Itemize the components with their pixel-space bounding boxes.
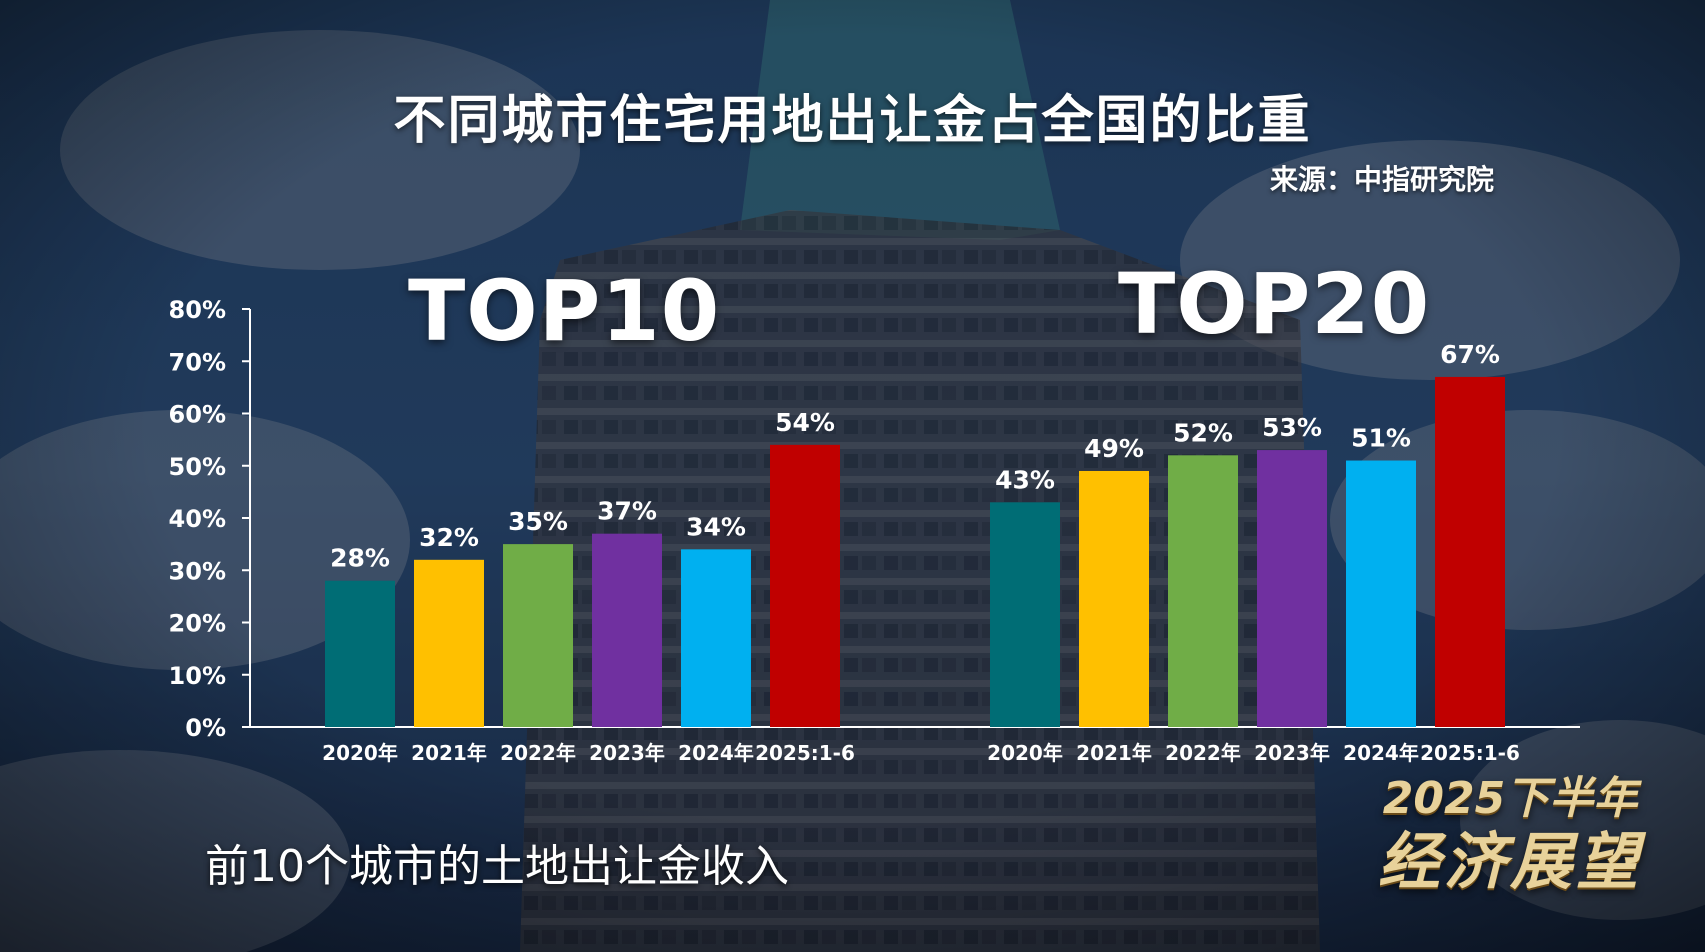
top20-bars: 43% 2020年 49% 2021年 52% 2022年 53% 2023年 51% 2024年…: [987, 340, 1520, 765]
y-tick-label: 80%: [169, 296, 226, 324]
y-tick-label: 30%: [169, 557, 226, 585]
chart-marks: 28% 2020年 32% 2021年 35% 2022年 37% 2023年 34% 2024年…: [322, 340, 1520, 765]
bar: [1079, 470, 1149, 727]
x-tick-label: 2021年: [411, 741, 487, 765]
x-tick-label: 2020年: [322, 741, 398, 765]
x-tick-label: 2023年: [1254, 741, 1330, 765]
bar: [770, 444, 840, 727]
y-tick-label: 0%: [185, 714, 226, 742]
x-tick-label: 2021年: [1076, 741, 1152, 765]
bar-value-label: 37%: [597, 497, 657, 526]
bar: [681, 549, 751, 727]
bar-value-label: 32%: [419, 523, 479, 552]
program-badge: 2025下半年 经济展望: [1360, 772, 1660, 898]
bar: [503, 544, 573, 727]
bar-value-label: 67%: [1440, 340, 1500, 369]
bar-value-label: 35%: [508, 507, 568, 536]
x-tick-label: 2023年: [589, 741, 665, 765]
chart-title: 不同城市住宅用地出让金占全国的比重: [393, 91, 1312, 151]
bar-value-label: 43%: [995, 465, 1055, 494]
x-tick-label: 2024年: [678, 741, 754, 765]
y-tick-label: 60%: [169, 401, 226, 429]
chart-axes: 0% 10% 20% 30% 40% 50% 60% 70% 80%: [169, 296, 1580, 742]
bar: [1168, 455, 1238, 727]
bar-value-label: 52%: [1173, 418, 1233, 447]
y-tick-label: 50%: [169, 453, 226, 481]
bar: [1435, 376, 1505, 727]
bar: [414, 559, 484, 727]
y-tick-label: 40%: [169, 505, 226, 533]
x-tick-label: 2024年: [1343, 741, 1419, 765]
top10-panel-title: TOP10: [408, 262, 721, 360]
bar-value-label: 28%: [330, 544, 390, 573]
bar-value-label: 51%: [1351, 424, 1411, 453]
x-tick-label: 2020年: [987, 741, 1063, 765]
bar: [1257, 450, 1327, 727]
bar: [325, 580, 395, 727]
bar-value-label: 54%: [775, 408, 835, 437]
x-tick-label: 2022年: [1165, 741, 1241, 765]
x-tick-label: 2025:1-6: [755, 741, 855, 765]
source-note: 来源：中指研究院: [1270, 163, 1495, 196]
top20-panel-title: TOP20: [1118, 255, 1431, 353]
bar: [990, 502, 1060, 727]
caption-subtitle: 前10个城市的土地出让金收入: [205, 841, 789, 892]
badge-line-1: 2025下半年: [1382, 773, 1638, 824]
top10-bars: 28% 2020年 32% 2021年 35% 2022年 37% 2023年 34% 2024年…: [322, 408, 855, 765]
badge-line-2: 经济展望: [1377, 825, 1642, 898]
y-tick-label: 20%: [169, 610, 226, 638]
bar: [592, 533, 662, 727]
bar-value-label: 49%: [1084, 434, 1144, 463]
x-tick-label: 2022年: [500, 741, 576, 765]
x-tick-label: 2025:1-6: [1420, 741, 1520, 765]
bar-value-label: 53%: [1262, 413, 1322, 442]
bar: [1346, 460, 1416, 727]
bar-value-label: 34%: [686, 512, 746, 541]
y-tick-label: 10%: [169, 662, 226, 690]
y-tick-label: 70%: [169, 348, 226, 376]
